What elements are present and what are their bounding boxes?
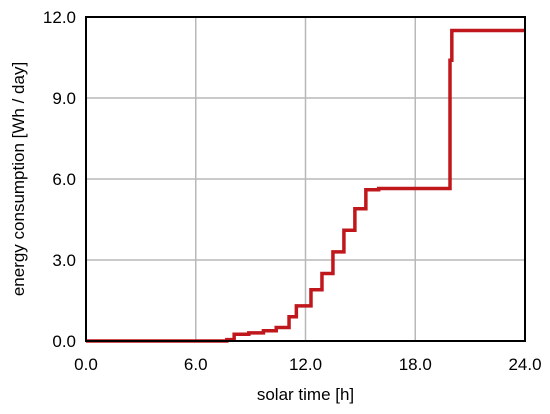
y-tick-labels: 0.0 3.0 6.0 9.0 12.0	[43, 8, 76, 351]
y-tick-label-0: 0.0	[52, 332, 76, 351]
y-tick-label-2: 6.0	[52, 170, 76, 189]
y-tick-label-3: 9.0	[52, 89, 76, 108]
x-tick-label-0: 0.0	[74, 355, 98, 374]
x-tick-label-4: 24.0	[508, 355, 541, 374]
plot-frame	[85, 16, 526, 342]
grid-lines	[86, 17, 525, 341]
series-line-0	[86, 28, 525, 343]
y-tick-label-4: 12.0	[43, 8, 76, 27]
series-layer	[86, 28, 525, 343]
x-axis-label: solar time [h]	[257, 385, 354, 404]
x-tick-labels: 0.0 6.0 12.0 18.0 24.0	[74, 355, 541, 374]
x-tick-label-1: 6.0	[184, 355, 208, 374]
y-axis-label: energy consumption [Wh / day]	[9, 62, 28, 296]
y-tick-label-1: 3.0	[52, 251, 76, 270]
x-tick-label-2: 12.0	[289, 355, 322, 374]
x-tick-label-3: 18.0	[399, 355, 432, 374]
